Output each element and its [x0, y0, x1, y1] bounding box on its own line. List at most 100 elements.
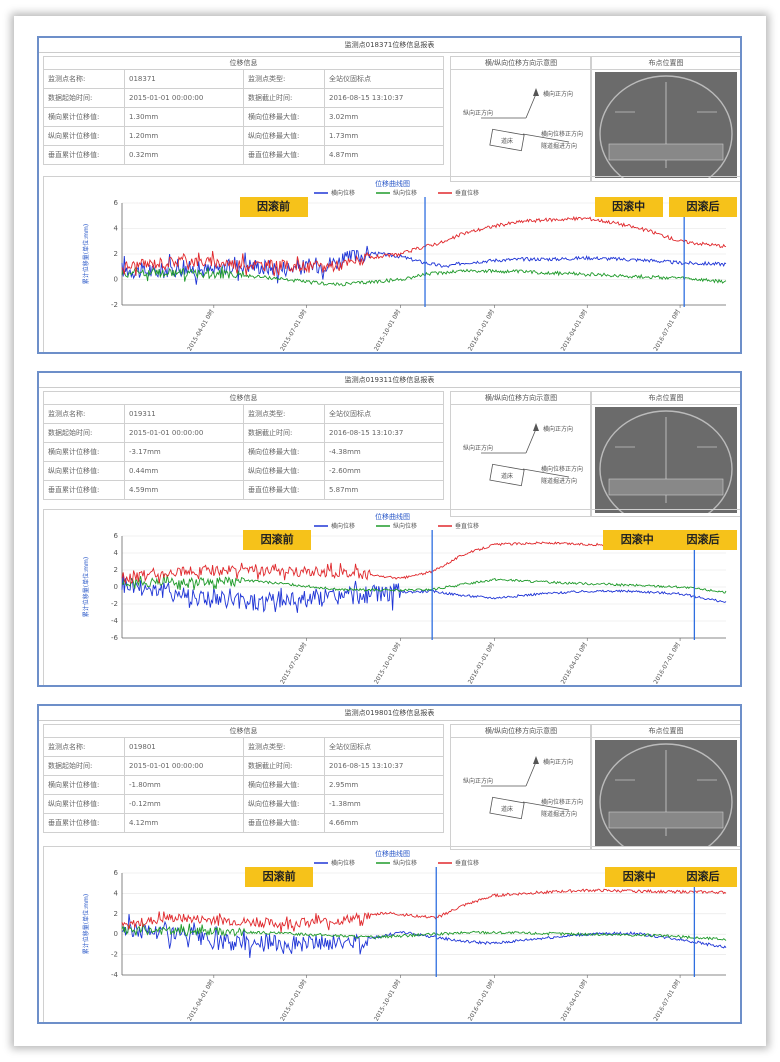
info-value: -1.38mm	[324, 794, 444, 814]
info-row: 垂直累计位移值: 0.32mm 垂直位移最大值: 4.87mm	[43, 145, 444, 165]
y-tick-label: 4	[114, 889, 119, 897]
info-value: 4.12mm	[124, 813, 244, 833]
x-tick-label: 2016-07-01 0时	[652, 641, 682, 685]
info-row: 横向累计位移值: -3.17mm 横向位移最大值: -4.38mm	[43, 442, 444, 462]
info-value: 3.02mm	[324, 107, 444, 127]
legend-label: 纵向位移	[393, 189, 417, 197]
info-label: 数据起始时间:	[43, 423, 125, 443]
chart-title: 位移曲线图	[375, 513, 410, 521]
x-tick-label: 2015-07-01 0时	[278, 308, 308, 352]
diagram-label-longitudinal-positive: 纵向正方向	[463, 777, 493, 785]
info-row: 监测点名称: 019801 监测点类型: 全站仪固标点	[43, 737, 444, 757]
info-label: 数据截止时间:	[243, 423, 325, 443]
x-tick-label: 2015-10-01 0时	[372, 978, 402, 1022]
info-label: 垂直累计位移值:	[43, 145, 125, 165]
info-label: 横向累计位移值:	[43, 775, 125, 795]
info-label: 监测点类型:	[243, 737, 325, 757]
direction-diagram: 横/纵向位移方向示意图 横向正方向 纵向正方向 道床 横向位移正方向 隧道掘进方向	[450, 56, 592, 182]
info-value: 2016-08-15 13:10:37	[324, 756, 444, 776]
y-tick-label: -6	[111, 634, 119, 642]
info-label: 监测点类型:	[243, 404, 325, 424]
diagram-label-lateral-dir: 横向位移正方向	[541, 130, 583, 138]
series-line	[121, 245, 727, 285]
legend-label: 纵向位移	[393, 522, 417, 530]
y-tick-label: -2	[111, 600, 118, 608]
info-table: 位移信息 监测点名称: 019801 监测点类型: 全站仪固标点 数据起始时间: 2015-…	[43, 724, 444, 833]
info-label: 监测点名称:	[43, 737, 125, 757]
report-panel: 监测点019801位移信息报表位移信息 监测点名称: 019801 监测点类型: 全站仪…	[37, 704, 742, 1024]
info-value: 全站仪固标点	[324, 69, 444, 89]
info-value: -1.80mm	[124, 775, 244, 795]
series-line	[121, 922, 727, 941]
info-label: 纵向累计位移值:	[43, 794, 125, 814]
x-tick-label: 2016-04-01 0时	[559, 641, 589, 685]
diagram-label-lateral-dir: 横向位移正方向	[541, 798, 583, 806]
series-line	[121, 266, 727, 287]
info-value: -0.12mm	[124, 794, 244, 814]
x-tick-label: 2016-04-01 0时	[559, 308, 589, 352]
series-line	[121, 574, 727, 594]
info-value: 4.87mm	[324, 145, 444, 165]
tunnel-cross-section-image	[595, 72, 737, 178]
info-label: 横向位移最大值:	[243, 107, 325, 127]
info-value: -3.17mm	[124, 442, 244, 462]
phase-label: 因滚后	[669, 197, 737, 217]
info-label: 监测点类型:	[243, 69, 325, 89]
info-value: 019801	[124, 737, 244, 757]
layout-map-title: 布点位置图	[591, 57, 740, 70]
x-tick-label: 2015-04-01 0时	[185, 978, 215, 1022]
info-value: 全站仪固标点	[324, 737, 444, 757]
info-section-title: 位移信息	[43, 56, 444, 70]
panel-title: 监测点019801位移信息报表	[39, 706, 740, 721]
series-line	[121, 215, 727, 277]
info-label: 垂直位移最大值:	[243, 480, 325, 500]
info-section-title: 位移信息	[43, 724, 444, 738]
y-tick-label: 4	[114, 549, 119, 557]
y-tick-label: -2	[111, 301, 118, 309]
series-line	[121, 574, 727, 613]
info-row: 监测点名称: 018371 监测点类型: 全站仪固标点	[43, 69, 444, 89]
info-row: 横向累计位移值: -1.80mm 横向位移最大值: 2.95mm	[43, 775, 444, 795]
info-label: 横向累计位移值:	[43, 442, 125, 462]
direction-diagram: 横/纵向位移方向示意图 横向正方向 纵向正方向 道床 横向位移正方向 隧道掘进方向	[450, 724, 592, 850]
info-label: 横向累计位移值:	[43, 107, 125, 127]
tunnel-cross-section-image	[595, 407, 737, 513]
info-table: 位移信息 监测点名称: 019311 监测点类型: 全站仪固标点 数据起始时间: 2015-…	[43, 391, 444, 500]
y-tick-label: 6	[114, 199, 119, 207]
info-row: 纵向累计位移值: 0.44mm 纵向位移最大值: -2.60mm	[43, 461, 444, 481]
displacement-chart: 位移曲线图 横向位移 纵向位移 垂直位移 -2 0 2 4 6 累计位移量(单位:mm) 2015-…	[43, 176, 740, 352]
report-panel: 监测点019311位移信息报表 位移信息 监测点名称: 019311 监测点类型: 全站仪…	[37, 371, 742, 687]
info-value: 018371	[124, 69, 244, 89]
report-panel: 监测点018371位移信息报表 位移信息 监测点名称: 018371 监测点类型: 全站仪…	[37, 36, 742, 354]
y-tick-label: 2	[114, 910, 118, 918]
x-tick-label: 2015-07-01 0时	[278, 978, 308, 1022]
info-label: 监测点名称:	[43, 69, 125, 89]
x-tick-label: 2016-04-01 0时	[559, 978, 589, 1022]
info-label: 数据截止时间:	[243, 756, 325, 776]
info-value: 4.66mm	[324, 813, 444, 833]
phase-label: 因滚中	[594, 197, 663, 217]
diagram-label-sleeper: 道床	[501, 805, 513, 813]
info-label: 横向位移最大值:	[243, 775, 325, 795]
direction-diagram-title: 横/纵向位移方向示意图	[451, 392, 591, 405]
info-value: -2.60mm	[324, 461, 444, 481]
info-value: 2015-01-01 00:00:00	[124, 423, 244, 443]
legend-label: 垂直位移	[455, 859, 479, 867]
diagram-label-lateral-positive: 横向正方向	[543, 90, 573, 98]
y-tick-label: -4	[111, 617, 119, 625]
info-label: 垂直累计位移值:	[43, 480, 125, 500]
info-value: 2016-08-15 13:10:37	[324, 423, 444, 443]
phase-label: 因滚中	[605, 867, 674, 887]
y-tick-label: 6	[114, 532, 119, 540]
info-label: 纵向位移最大值:	[243, 794, 325, 814]
info-label: 垂直位移最大值:	[243, 145, 325, 165]
y-axis-label: 累计位移量(单位:mm)	[82, 224, 90, 284]
chart-svg: 横向位移 纵向位移 垂直位移 -2 0 2 4 6 累计位移量(单位:mm) 2015-04-01…	[82, 189, 727, 352]
x-tick-label: 2015-10-01 0时	[372, 308, 402, 352]
y-tick-label: 0	[114, 930, 118, 938]
info-value: 2016-08-15 13:10:37	[324, 88, 444, 108]
info-value: 2.95mm	[324, 775, 444, 795]
info-value: 0.44mm	[124, 461, 244, 481]
